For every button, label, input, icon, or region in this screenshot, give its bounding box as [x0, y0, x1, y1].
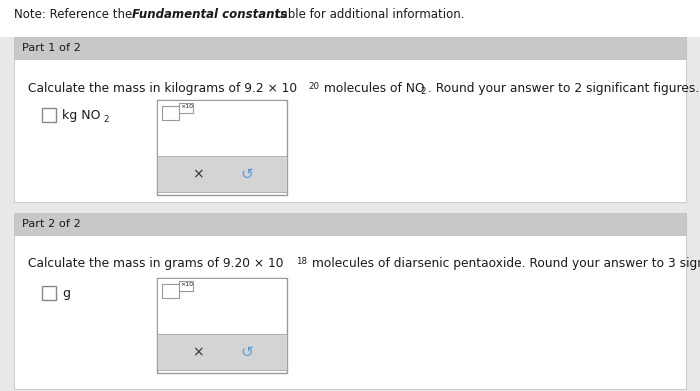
Bar — [42, 286, 56, 300]
Bar — [157, 100, 287, 195]
Bar — [0, 0, 700, 37]
Bar — [14, 59, 686, 202]
Text: table for additional information.: table for additional information. — [272, 9, 465, 22]
Text: Part 1 of 2: Part 1 of 2 — [22, 43, 81, 53]
Text: g: g — [62, 287, 70, 300]
Text: Fundamental constants: Fundamental constants — [132, 9, 287, 22]
Bar — [14, 213, 686, 235]
Bar — [179, 281, 193, 291]
Text: Part 2 of 2: Part 2 of 2 — [22, 219, 80, 229]
Text: kg NO: kg NO — [62, 108, 101, 122]
Bar — [42, 108, 56, 122]
Text: Calculate the mass in kilograms of 9.2 × 10: Calculate the mass in kilograms of 9.2 ×… — [28, 82, 297, 95]
Text: ×10: ×10 — [180, 282, 193, 287]
Bar — [157, 156, 287, 192]
Text: 20: 20 — [308, 82, 319, 91]
Text: Calculate the mass in grams of 9.20 × 10: Calculate the mass in grams of 9.20 × 10 — [28, 257, 284, 270]
Text: ↺: ↺ — [241, 344, 253, 359]
Bar — [157, 278, 287, 373]
Text: Note: Reference the: Note: Reference the — [14, 9, 136, 22]
Bar — [179, 103, 193, 113]
Text: molecules of NO: molecules of NO — [320, 82, 425, 95]
Bar — [158, 101, 286, 156]
Text: ↺: ↺ — [241, 167, 253, 181]
Text: 2: 2 — [103, 115, 108, 124]
Bar — [14, 235, 686, 389]
Bar — [14, 37, 686, 59]
Text: ×10: ×10 — [180, 104, 193, 108]
Text: molecules of diarsenic pentaoxide. Round your answer to 3 significant figures.: molecules of diarsenic pentaoxide. Round… — [308, 257, 700, 270]
Text: 18: 18 — [296, 257, 307, 266]
Text: ×: × — [193, 345, 204, 359]
Text: . Round your answer to 2 significant figures.: . Round your answer to 2 significant fig… — [428, 82, 699, 95]
Bar — [162, 284, 179, 298]
Text: ×: × — [193, 167, 204, 181]
Bar — [158, 279, 286, 334]
Text: 2: 2 — [420, 87, 426, 96]
Bar — [162, 106, 179, 120]
Bar — [157, 334, 287, 370]
